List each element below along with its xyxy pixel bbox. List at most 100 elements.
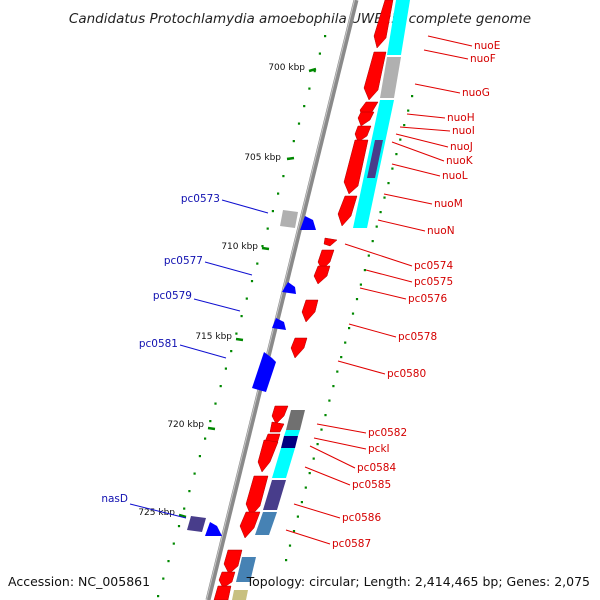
kbp-label: 720 kbp: [167, 420, 204, 430]
map-title: Candidatus Protochlamydia amoebophila UW…: [69, 11, 531, 27]
footer-backdrop: [255, 572, 595, 592]
kbp-tick: [235, 337, 244, 342]
label-leader: [129, 503, 187, 519]
feature-grey: [286, 410, 305, 430]
gene-label: nuoI: [452, 125, 475, 137]
ruler-dot: [375, 225, 378, 228]
label-leader: [316, 423, 367, 434]
forward-cds-track: [213, 0, 394, 600]
ruler-dot: [316, 443, 319, 446]
kbp-tick: [207, 426, 216, 431]
label-leader: [204, 261, 253, 276]
gene-label: pc0587: [332, 538, 371, 550]
gene-label: nuoN: [427, 225, 455, 237]
gene-label: pc0580: [387, 368, 426, 380]
ruler-dot: [198, 455, 201, 458]
feature-dark-purple: [187, 516, 206, 532]
accession-text: Accession: NC_005861: [8, 574, 150, 589]
label-leader: [377, 219, 426, 232]
ruler-dot: [303, 105, 306, 108]
feature-dark-purple: [367, 140, 383, 178]
label-leader: [359, 287, 407, 300]
feature-dark-purple: [263, 480, 286, 510]
feature-cyan: [284, 430, 300, 436]
gene-label: pc0584: [357, 462, 396, 474]
forward-cds-arrow: [354, 125, 372, 143]
kbp-tick: [261, 246, 270, 251]
gene-label: pc0578: [398, 331, 437, 343]
feature-steel-blue: [255, 512, 277, 535]
forward-cds-arrow: [213, 585, 232, 600]
forward-cds-arrow: [269, 421, 285, 433]
forward-cds-arrow: [257, 439, 279, 473]
gene-label: nuoE: [474, 40, 500, 52]
ruler-dot: [282, 175, 285, 178]
forward-cds-arrow: [343, 139, 369, 195]
kbp-tick: [286, 156, 295, 161]
kbp-label: 715 kbp: [195, 332, 232, 342]
reverse-gene-labels: [129, 199, 269, 519]
ruler-dot: [277, 192, 280, 195]
forward-cds-arrow: [271, 405, 289, 425]
label-leader: [399, 126, 451, 132]
ruler-dot: [162, 577, 165, 580]
ruler-dot: [224, 367, 227, 370]
ruler-dot: [183, 507, 186, 510]
reverse-cds-track: [187, 210, 316, 536]
gene-label: pc0576: [408, 293, 447, 305]
ruler-dot: [219, 385, 222, 388]
ruler-dot: [308, 87, 311, 90]
forward-cds-arrow: [323, 237, 338, 247]
label-leader: [406, 113, 446, 119]
gene-label: pc0586: [342, 512, 381, 524]
ruler-dot: [320, 428, 323, 431]
ruler-dot: [399, 138, 402, 141]
forward-gene-label-texts: nuoE nuoF nuoG nuoH nuoI nuoJ nuoK nuoL …: [332, 40, 500, 550]
gene-label: nuoG: [462, 87, 490, 99]
gene-label: pc0585: [352, 479, 391, 491]
label-leader: [309, 445, 356, 469]
ruler-dot: [348, 327, 351, 330]
ruler-dot: [340, 356, 343, 359]
label-leader: [383, 193, 433, 205]
ruler-dot: [367, 254, 370, 257]
ruler-dot: [296, 515, 299, 518]
ruler-dot: [300, 501, 303, 504]
label-leader: [427, 35, 473, 47]
ruler-dot: [193, 472, 196, 475]
ruler-dot: [383, 196, 386, 199]
label-leader: [293, 503, 341, 519]
gene-label: pc0577: [164, 255, 203, 267]
label-leader: [414, 83, 461, 94]
label-leader: [391, 163, 441, 177]
gene-label: nuoM: [434, 198, 463, 210]
kbp-label: 725 kbp: [138, 508, 175, 518]
label-leader: [304, 466, 351, 486]
gene-label: nuoK: [446, 155, 474, 167]
kbp-label: 700 kbp: [268, 63, 305, 73]
ruler-dot: [235, 332, 238, 335]
forward-cds-arrow: [337, 195, 358, 227]
feature-track: [232, 0, 410, 600]
label-leader: [423, 49, 469, 60]
forward-cds-arrow: [245, 475, 269, 517]
forward-cds-arrow: [363, 51, 387, 101]
ruler-dot: [297, 122, 301, 125]
label-leader: [391, 141, 445, 162]
ruler-dot: [240, 315, 243, 318]
gene-label: pc0581: [139, 338, 178, 350]
reverse-cds-arrow: [300, 216, 316, 230]
genome-backbone: [205, 0, 359, 600]
ruler-dot: [318, 52, 321, 55]
ruler-dot: [324, 414, 327, 417]
gene-label: pc0579: [153, 290, 192, 302]
feature-grey: [280, 210, 298, 228]
label-leader: [344, 243, 413, 267]
label-leader: [285, 529, 331, 545]
ruler-dot: [167, 560, 170, 563]
ruler-dot: [407, 109, 410, 112]
ruler-dot: [355, 298, 359, 301]
reverse-cds-arrow: [252, 352, 276, 392]
gene-label: pc0582: [368, 427, 407, 439]
feature-steel-blue: [236, 557, 256, 582]
